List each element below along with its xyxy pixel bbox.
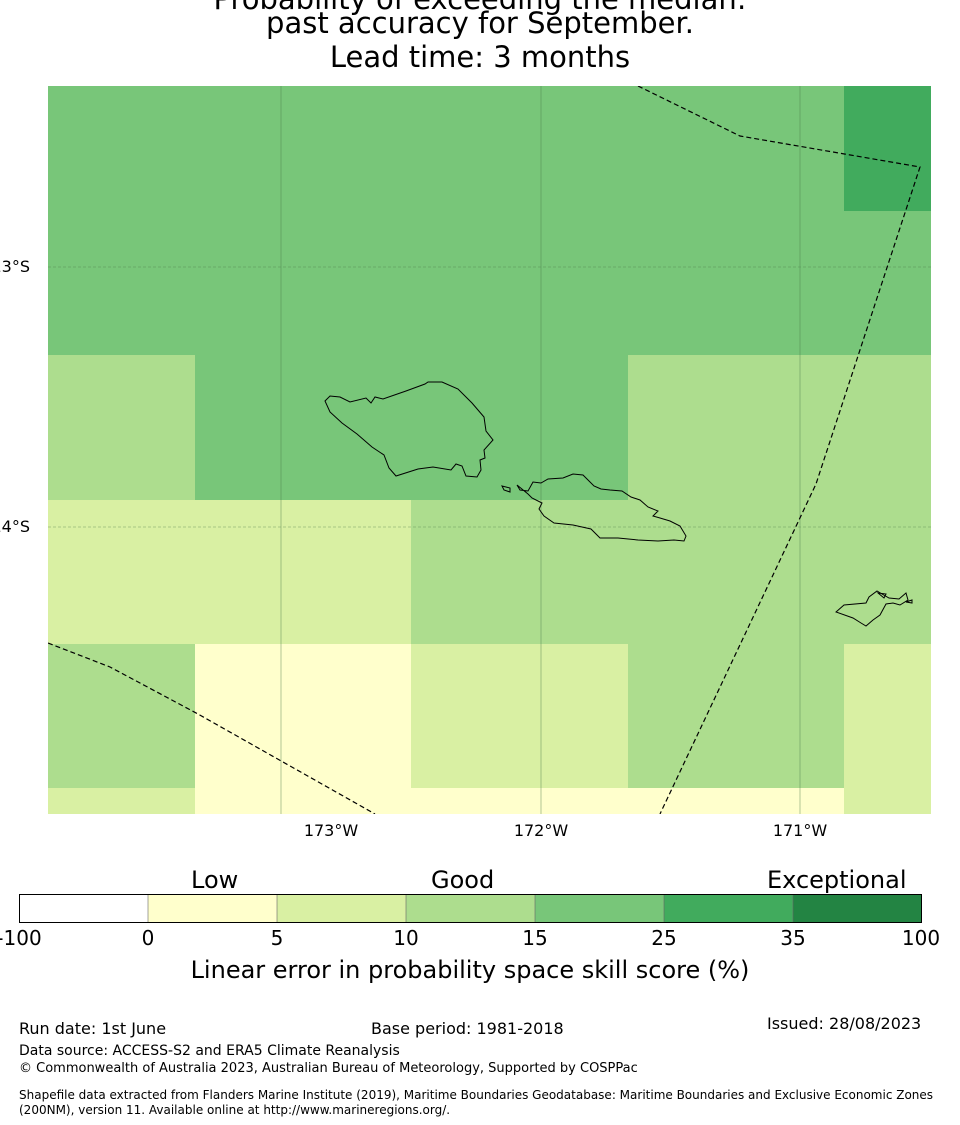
colorbar-segment [535, 894, 665, 923]
grid-cell [844, 644, 931, 814]
aunuu-islet-outline [905, 599, 913, 604]
grid-cell [411, 500, 628, 644]
lon-tick-171w: 171°W [772, 821, 828, 840]
legend-category-low: Low [191, 866, 239, 894]
issued-date: Issued: 28/08/2023 [767, 1014, 922, 1033]
colorbar-frame [19, 894, 922, 923]
colorbar-tick: 35 [780, 926, 806, 950]
colorbar-segment [277, 894, 407, 923]
coastlines [324, 381, 913, 627]
graticule [48, 86, 931, 814]
skill-score-map [48, 86, 931, 814]
grid-cell [48, 355, 195, 500]
lat-tick-13s: 13°S [0, 257, 30, 276]
grid-cell [628, 644, 844, 788]
grid-cell [48, 644, 195, 788]
map-title-line-1: Probability of exceeding the median: [0, 0, 960, 16]
grid-cell [628, 355, 931, 644]
manono-islet-outline [501, 485, 511, 493]
colorbar-label: Linear error in probability space skill … [190, 956, 750, 984]
colorbar-tick: 15 [522, 926, 548, 950]
colorbar-tick: -100 [0, 926, 42, 950]
grid-cell [411, 644, 628, 788]
small-islet-outline [876, 592, 887, 599]
grid-cell [48, 500, 411, 644]
lon-tick-173w: 173°W [303, 821, 359, 840]
lon-tick-172w: 172°W [513, 821, 569, 840]
eez-boundary [637, 86, 921, 814]
colorbar-segment [406, 894, 536, 923]
lat-tick-14s: 14°S [0, 517, 30, 536]
run-date: Run date: 1st June [19, 1019, 167, 1038]
upolu-island-outline [516, 473, 687, 542]
shapefile-credit: Shapefile data extracted from Flanders M… [19, 1088, 934, 1117]
colorbar-tick: 25 [651, 926, 677, 950]
colorbar-tick: 0 [141, 926, 155, 950]
colorbar-tick: 100 [901, 926, 941, 950]
maritime-boundaries [48, 86, 921, 814]
grid-cell [411, 788, 844, 814]
base-period: Base period: 1981-2018 [371, 1019, 564, 1038]
skill-grid [48, 86, 931, 814]
savaii-island-outline [324, 381, 494, 478]
colorbar-tick: 5 [270, 926, 284, 950]
colorbar-segment [793, 894, 922, 923]
legend-category-good: Good [431, 866, 495, 894]
colorbar-segments [19, 894, 922, 923]
eez-boundary [48, 642, 376, 814]
colorbar-segment [664, 894, 794, 923]
legend-category-exceptional: Exceptional [767, 866, 907, 894]
colorbar-segment [19, 894, 149, 923]
colorbar-tick: 10 [393, 926, 419, 950]
colorbar [19, 894, 922, 923]
tutuila-island-outline [835, 590, 909, 627]
grid-cell [48, 788, 195, 814]
map-title-line-2: past accuracy for September. [266, 6, 694, 40]
data-source: Data source: ACCESS-S2 and ERA5 Climate … [19, 1043, 400, 1059]
colorbar-segment [148, 894, 278, 923]
map-title-line-3: Lead time: 3 months [329, 40, 631, 74]
copyright-notice: © Commonwealth of Australia 2023, Austra… [19, 1061, 638, 1076]
grid-cell [844, 86, 931, 211]
grid-cell [195, 644, 411, 814]
